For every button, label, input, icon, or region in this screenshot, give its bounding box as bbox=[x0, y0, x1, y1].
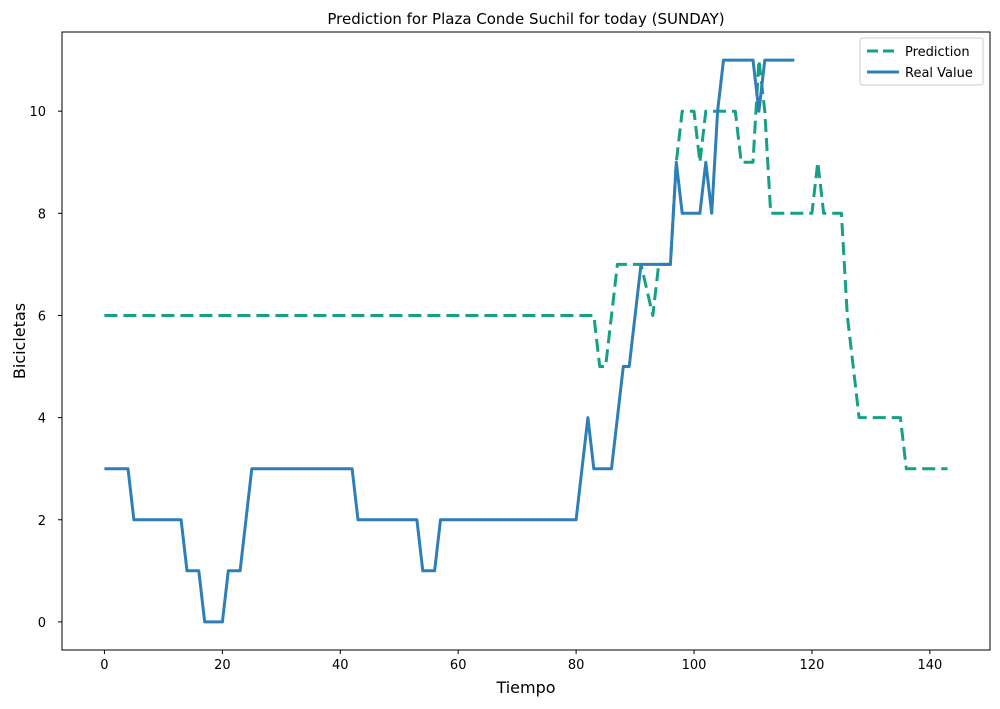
x-axis-ticks: 0 20 40 60 80 100 120 140 bbox=[100, 650, 942, 673]
x-tick-label: 20 bbox=[214, 658, 231, 673]
y-tick-label: 10 bbox=[29, 105, 46, 120]
y-tick-label: 0 bbox=[38, 616, 46, 631]
series-line-prediction bbox=[104, 58, 948, 471]
plot-lines bbox=[104, 58, 948, 624]
y-tick-label: 6 bbox=[38, 309, 46, 324]
legend-label-real-value: Real Value bbox=[905, 66, 973, 81]
plot-frame bbox=[61, 31, 991, 651]
y-tick-label: 4 bbox=[38, 412, 46, 427]
chart-title: Prediction for Plaza Conde Suchil for to… bbox=[327, 10, 724, 28]
y-axis-label: Bicicletas bbox=[10, 303, 29, 379]
series-line-real-value bbox=[104, 58, 795, 624]
y-axis-ticks: 0 2 4 6 8 10 bbox=[29, 105, 62, 631]
x-tick-label: 140 bbox=[917, 658, 942, 673]
x-tick-label: 40 bbox=[332, 658, 349, 673]
legend: Prediction Real Value bbox=[859, 37, 984, 86]
x-tick-label: 80 bbox=[568, 658, 585, 673]
x-axis-label: Tiempo bbox=[495, 678, 555, 697]
x-tick-label: 120 bbox=[800, 658, 825, 673]
x-tick-label: 60 bbox=[450, 658, 467, 673]
x-tick-label: 100 bbox=[682, 658, 707, 673]
x-tick-label: 0 bbox=[100, 658, 108, 673]
legend-label-prediction: Prediction bbox=[905, 45, 970, 60]
y-tick-label: 2 bbox=[38, 514, 46, 529]
y-tick-label: 8 bbox=[38, 207, 46, 222]
